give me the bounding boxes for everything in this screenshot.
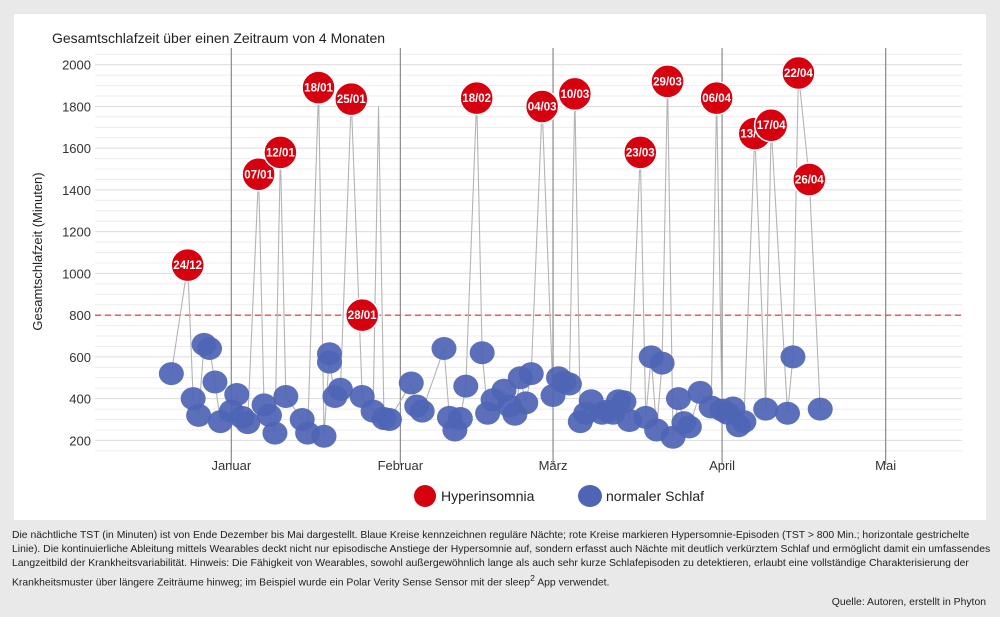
y-tick-label: 400: [69, 392, 91, 407]
x-tick-label: April: [709, 458, 735, 473]
legend-swatch-normal: [578, 485, 602, 507]
normal-sleep-point: [447, 406, 473, 430]
hyperinsomnia-point: [557, 76, 593, 112]
hyperinsomnia-point: [753, 107, 789, 143]
y-tick-label: 1800: [62, 99, 91, 114]
x-tick-label: Februar: [378, 458, 424, 473]
hyperinsomnia-point: [792, 162, 827, 197]
hyperinsomnia-label: 28/01: [348, 310, 377, 322]
hyperinsomnia-point: [170, 247, 205, 283]
normal-sleep-point: [409, 399, 435, 423]
normal-sleep-point: [256, 403, 282, 427]
y-tick-label: 1200: [62, 225, 91, 240]
normal-sleep-point: [665, 387, 691, 411]
hyperinsomnia-label: 18/01: [304, 83, 333, 95]
normal-sleep-point: [807, 397, 833, 421]
y-tick-label: 1600: [62, 141, 91, 156]
hyperinsomnia-point: [524, 89, 560, 124]
legend-label: Hyperinsomnia: [441, 488, 535, 504]
normal-sleep-point: [202, 370, 228, 394]
normal-sleep-point: [186, 403, 212, 427]
hyperinsomnia-label: 18/02: [462, 93, 491, 105]
normal-sleep-point: [376, 408, 402, 432]
caption-superscript: 2: [530, 573, 535, 583]
normal-sleep-point: [431, 337, 457, 361]
normal-sleep-point: [676, 415, 702, 439]
normal-sleep-point: [775, 401, 801, 425]
normal-sleep-point: [398, 371, 424, 395]
normal-sleep-point: [224, 382, 250, 406]
normal-sleep-point: [158, 362, 184, 386]
normal-sleep-point: [311, 424, 337, 448]
hyperinsomnia-label: 22/04: [784, 68, 813, 80]
normal-sleep-point: [327, 377, 353, 401]
chart-title: Gesamtschlafzeit über einen Zeitraum von…: [52, 30, 386, 46]
series-points: 24/12 07/01 12/01 18/01 25/01 28/01 18/02 04/03…: [158, 55, 833, 449]
hyperinsomnia-label: 25/01: [337, 94, 366, 106]
hyperinsomnia-point: [241, 157, 276, 192]
hyperinsomnia-label: 07/01: [244, 169, 273, 181]
normal-sleep-point: [513, 391, 539, 415]
legend-label: normaler Schlaf: [606, 488, 704, 504]
y-tick-label: 1400: [62, 183, 91, 198]
y-tick-label: 2000: [62, 58, 91, 73]
hyperinsomnia-label: 10/03: [560, 89, 589, 101]
hyperinsomnia-label: 26/04: [795, 174, 824, 186]
x-tick-label: Januar: [211, 458, 251, 473]
normal-sleep-point: [273, 385, 299, 409]
normal-sleep-point: [235, 411, 261, 435]
hyperinsomnia-point: [263, 135, 298, 170]
hyperinsomnia-point: [623, 135, 658, 170]
normal-sleep-point: [316, 350, 342, 374]
normal-sleep-point: [262, 421, 288, 445]
y-tick-label: 1000: [62, 266, 91, 281]
normal-sleep-point: [518, 362, 544, 386]
figure-caption: Die nächtliche TST (in Minuten) ist von …: [12, 529, 992, 590]
hyperinsomnia-point: [344, 297, 380, 333]
hyperinsomnia-label: 06/04: [702, 93, 731, 105]
hyperinsomnia-label: 24/12: [173, 260, 202, 272]
normal-sleep-point: [556, 372, 582, 396]
legend: Hyperinsomnia normaler Schlaf: [414, 485, 704, 507]
y-tick-label: 200: [69, 433, 91, 448]
hyperinsomnia-point: [459, 80, 494, 116]
y-axis-title: Gesamtschlafzeit (Minuten): [30, 172, 45, 330]
hyperinsomnia-point: [301, 70, 336, 105]
hyperinsomnia-label: 17/04: [757, 120, 786, 132]
hyperinsomnia-point: [334, 81, 369, 117]
normal-sleep-point: [753, 397, 779, 421]
normal-sleep-point: [469, 341, 495, 365]
legend-swatch-hyper: [414, 485, 436, 507]
hyperinsomnia-point: [699, 80, 734, 116]
source-note: Quelle: Autoren, erstellt in Phyton: [831, 597, 986, 608]
x-tick-label: März: [539, 458, 568, 473]
hyperinsomnia-label: 12/01: [266, 147, 295, 159]
normal-sleep-point: [780, 345, 806, 369]
hyperinsomnia-point: [781, 55, 816, 91]
y-tick-label: 800: [69, 308, 91, 323]
chart: 200 400 600 800 1000 1200 1400 1600 1800 2000 Gesa…: [30, 48, 962, 507]
x-tick-label: Mai: [875, 458, 896, 473]
hyperinsomnia-label: 04/03: [528, 101, 557, 113]
caption-end: App verwendet.: [534, 577, 610, 589]
hyperinsomnia-point: [650, 64, 685, 99]
normal-sleep-point: [731, 410, 757, 434]
normal-sleep-point: [649, 351, 675, 375]
y-tick-label: 600: [69, 350, 91, 365]
normal-sleep-point: [197, 337, 223, 361]
normal-sleep-point: [611, 390, 637, 414]
normal-sleep-point: [453, 374, 479, 398]
caption-text: Die nächtliche TST (in Minuten) ist von …: [12, 530, 991, 589]
hyperinsomnia-label: 23/03: [626, 147, 655, 159]
hyperinsomnia-label: 29/03: [653, 76, 682, 88]
